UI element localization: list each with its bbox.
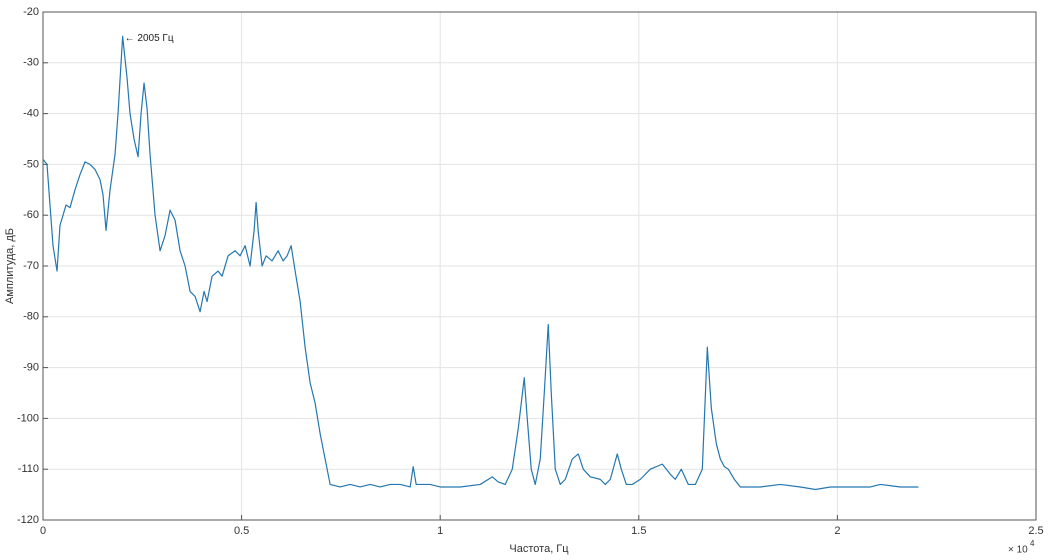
y-tick-label: -20 xyxy=(23,6,39,18)
x-tick-label: 2 xyxy=(834,525,840,537)
y-tick-label: -60 xyxy=(23,209,39,221)
y-tick-label: -120 xyxy=(17,514,39,526)
y-tick-label: -70 xyxy=(23,260,39,272)
y-tick-label: -40 xyxy=(23,108,39,120)
x-tick-label: 1 xyxy=(437,525,443,537)
y-axis-label: Амплитуда, дБ xyxy=(4,228,16,304)
y-tick-label: -50 xyxy=(23,158,39,170)
x-axis-label: Частота, Гц xyxy=(509,543,569,555)
x-tick-label: 0.5 xyxy=(234,525,249,537)
y-tick-label: -100 xyxy=(17,412,39,424)
x-tick-label: 2.5 xyxy=(1028,525,1043,537)
y-tick-label: -30 xyxy=(23,57,39,69)
y-tick-label: -80 xyxy=(23,311,39,323)
y-tick-label: -110 xyxy=(18,463,39,475)
x-multiplier-exponent: 4 xyxy=(1030,539,1035,548)
x-multiplier-base: × 10 xyxy=(1008,545,1028,556)
x-tick-label: 1.5 xyxy=(631,525,646,537)
series-line xyxy=(42,35,919,491)
annotation: ← 2005 Гц xyxy=(125,33,174,44)
y-tick-label: -90 xyxy=(23,362,39,374)
x-tick-label: 0 xyxy=(40,525,46,537)
